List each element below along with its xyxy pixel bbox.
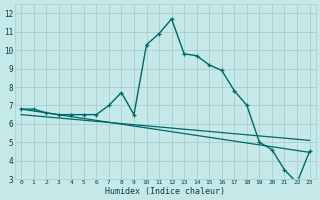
X-axis label: Humidex (Indice chaleur): Humidex (Indice chaleur) [105, 187, 225, 196]
